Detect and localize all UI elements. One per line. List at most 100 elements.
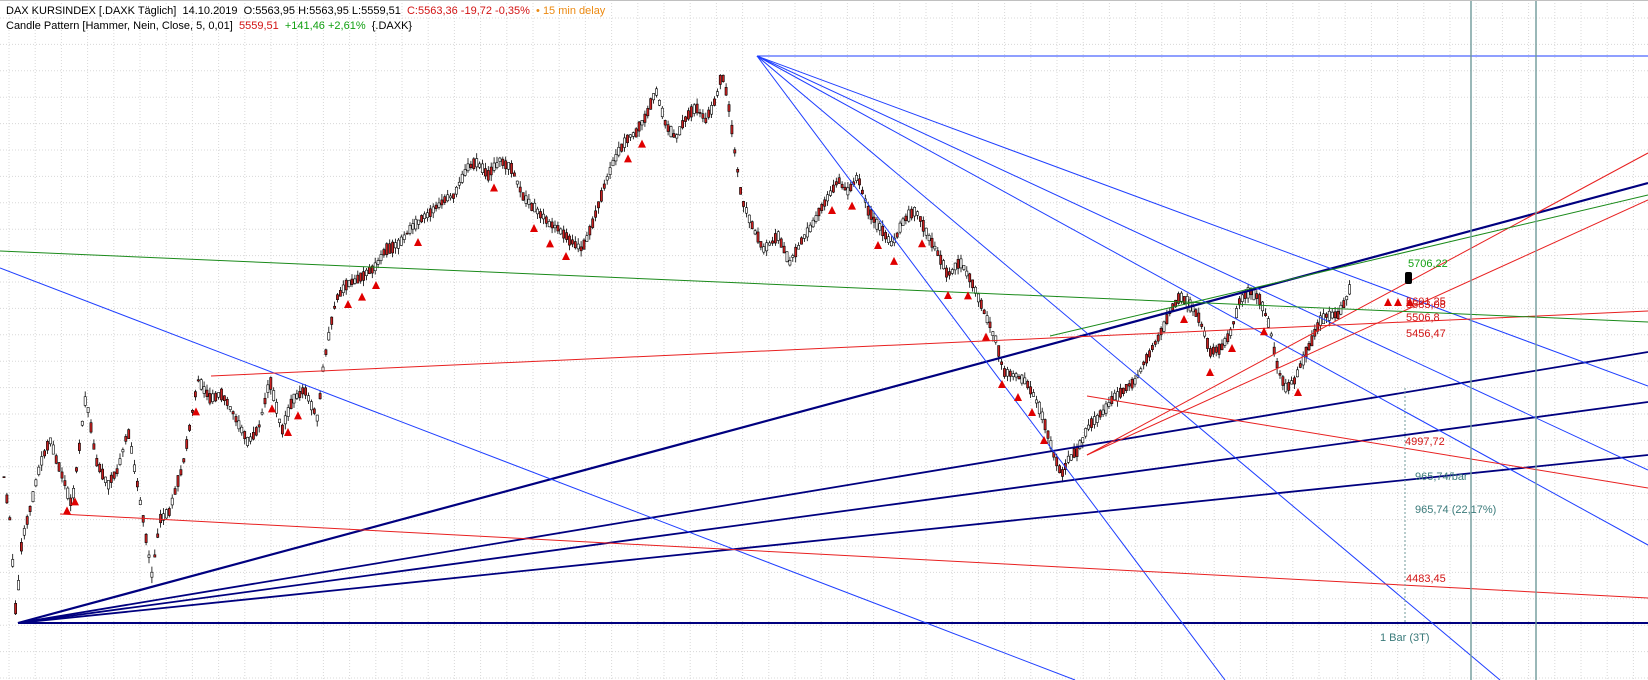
candle-down <box>730 124 734 135</box>
candle-down <box>1061 469 1064 477</box>
trend-line <box>1086 152 1648 456</box>
candle-down <box>370 265 374 274</box>
candle-down <box>707 109 711 118</box>
trend-line <box>1086 395 1648 489</box>
candle-down <box>115 468 119 475</box>
candle-up <box>199 379 203 390</box>
candle-up <box>475 158 479 168</box>
candle-down <box>156 533 160 538</box>
candle-up <box>107 480 110 490</box>
current-bar-marker <box>1405 272 1412 284</box>
candle-down <box>1046 430 1050 439</box>
candle-down <box>594 210 598 218</box>
candle-down <box>252 432 255 440</box>
candle-down <box>136 480 139 488</box>
candle-up <box>408 225 412 234</box>
candle-down <box>159 513 163 524</box>
candle-down <box>362 271 366 281</box>
candle-up <box>887 236 890 243</box>
candle-up <box>240 426 244 434</box>
candle-down <box>689 106 693 118</box>
hammer-marker <box>998 380 1006 388</box>
candle-up <box>933 245 937 250</box>
candle-down <box>1211 346 1215 355</box>
candle-down <box>344 279 348 291</box>
candle-down <box>782 245 786 254</box>
candle-up <box>217 392 221 398</box>
candle-up <box>797 245 801 250</box>
candle-up <box>431 206 435 214</box>
candle-up <box>275 401 279 414</box>
candle-down <box>831 184 835 193</box>
candle-down <box>573 241 577 249</box>
candle-down <box>860 189 864 195</box>
candle-down <box>1258 294 1262 305</box>
candle-up <box>466 163 470 172</box>
candle-down <box>1153 341 1157 345</box>
candle-down <box>979 299 983 309</box>
trend-line <box>59 513 1648 599</box>
candle-up <box>994 335 998 343</box>
candle-down <box>57 462 61 472</box>
candle-down <box>388 243 392 254</box>
candle-up <box>402 234 406 240</box>
candle-up <box>762 246 766 253</box>
candle-up <box>611 160 615 167</box>
candle-down <box>205 389 209 397</box>
candle-down <box>626 134 629 144</box>
candle-up <box>498 157 502 162</box>
candle-up <box>950 269 954 274</box>
candle-down <box>837 177 841 184</box>
candle-down <box>14 603 18 615</box>
candle-down <box>930 237 934 248</box>
candle-down <box>124 436 128 442</box>
candle-down <box>1142 361 1146 366</box>
candle-up <box>669 126 673 138</box>
candle-up <box>802 234 806 239</box>
candle-up <box>553 224 557 229</box>
candle-down <box>510 162 513 174</box>
trend-line <box>1049 194 1648 337</box>
candle-down <box>1090 418 1093 428</box>
hammer-marker <box>192 407 200 416</box>
hammer-markers <box>63 139 1414 515</box>
candle-up <box>104 476 107 483</box>
candle-down <box>75 467 78 472</box>
candle-up <box>1252 289 1256 301</box>
hammer-marker <box>848 201 856 210</box>
candle-down <box>54 455 58 464</box>
candle-down <box>721 74 725 82</box>
candle-up <box>1107 402 1111 407</box>
candle-up <box>965 270 969 277</box>
candle-down <box>63 480 67 486</box>
candle-down <box>843 186 847 191</box>
candle-up <box>985 315 989 323</box>
candle-down <box>1055 456 1059 467</box>
candle-down <box>939 254 943 265</box>
candle-up <box>170 497 174 506</box>
candle-down <box>428 208 432 217</box>
candle-down <box>1043 419 1047 431</box>
candle-down <box>434 204 438 210</box>
candle-up <box>365 269 368 276</box>
candles <box>2 74 1352 615</box>
candle-up <box>353 278 357 284</box>
candle-down <box>1119 387 1122 398</box>
candle-up <box>130 446 134 454</box>
candle-down <box>997 345 1001 357</box>
candle-down <box>504 160 508 170</box>
candle-up <box>976 293 980 303</box>
hammer-marker <box>638 139 646 148</box>
quote-date: 14.10.2019 <box>182 5 238 17</box>
candle-down <box>304 387 308 396</box>
hammer-marker <box>71 497 79 506</box>
candle-down <box>988 321 992 329</box>
candle-down <box>1000 361 1004 365</box>
candle-down <box>565 232 569 240</box>
candle-down <box>1182 296 1186 304</box>
candle-up <box>1180 292 1183 302</box>
candle-down <box>1122 387 1125 394</box>
